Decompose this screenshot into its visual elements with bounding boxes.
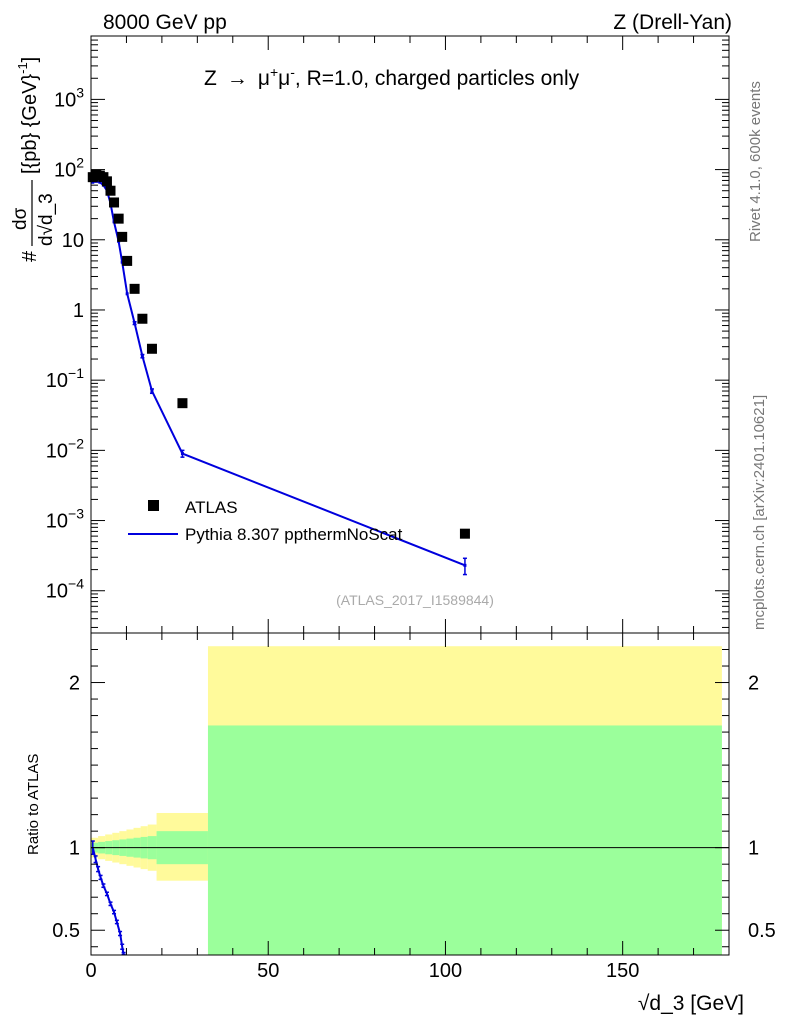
svg-text:dσ: dσ bbox=[10, 207, 31, 230]
side-info-top: Rivet 4.1.0, 600k events bbox=[747, 81, 764, 242]
stat-uncertainty-band bbox=[207, 725, 722, 955]
y-tick-label: 10−2 bbox=[46, 435, 84, 462]
svg-text:#: # bbox=[19, 250, 41, 262]
ratio-ticks bbox=[90, 633, 730, 955]
ratio-y-tick-label-left: 0.5 bbox=[52, 920, 80, 942]
x-tick-label: 0 bbox=[85, 960, 96, 982]
header-right: Z (Drell-Yan) bbox=[613, 11, 732, 34]
legend-data-marker bbox=[148, 500, 159, 511]
ratio-y-tick-label-left: 2 bbox=[69, 673, 80, 695]
y-tick-label: 103 bbox=[54, 84, 84, 111]
y-axis-label-ratio: Ratio to ATLAS bbox=[25, 754, 42, 855]
ratio-y-tick-label-right: 1 bbox=[748, 838, 759, 860]
plot-title: Z → μ+μ-, R=1.0, charged particles only bbox=[204, 64, 580, 90]
svg-text:d√d_3: d√d_3 bbox=[36, 193, 57, 246]
y-tick-label: 102 bbox=[54, 155, 84, 182]
legend-mc-label: Pythia 8.307 ppthermNoScat bbox=[185, 525, 403, 544]
ratio-y-tick-label-right: 2 bbox=[748, 673, 759, 695]
legend-data-label: ATLAS bbox=[185, 498, 238, 517]
x-tick-label: 100 bbox=[429, 960, 462, 982]
data-point bbox=[109, 197, 120, 208]
main-ticks bbox=[90, 35, 730, 633]
y-tick-label: 10−1 bbox=[46, 365, 84, 392]
mc-curve bbox=[91, 179, 467, 576]
ratio-y-tick-labels: 0.5 0.5 1 1 2 2 bbox=[52, 673, 776, 943]
ratio-y-tick-label-right: 0.5 bbox=[748, 920, 776, 942]
y-tick-label: 10−4 bbox=[46, 576, 84, 603]
data-point bbox=[129, 283, 140, 294]
ratio-y-tick-label-left: 1 bbox=[69, 838, 80, 860]
data-point bbox=[137, 313, 148, 324]
data-point bbox=[459, 528, 470, 539]
data-point bbox=[117, 231, 128, 242]
y-tick-label: 10 bbox=[62, 230, 84, 252]
ratio-panel: 0.5 0.5 1 1 2 2 0 50 100 150 bbox=[52, 632, 776, 982]
data-point bbox=[105, 185, 116, 196]
data-point bbox=[113, 213, 124, 224]
data-markers bbox=[87, 169, 470, 539]
main-y-tick-labels: 10−4 10−3 10−2 10−1 1 10 102 103 bbox=[46, 84, 84, 602]
svg-text:[{pb} {GeV}-1]: [{pb} {GeV}-1] bbox=[15, 57, 41, 174]
y-axis-label-main: # dσ d√d_3 [{pb} {GeV}-1] bbox=[10, 57, 57, 262]
data-point bbox=[101, 176, 112, 187]
ratio-mc-curve bbox=[90, 840, 126, 956]
x-tick-label: 50 bbox=[257, 960, 279, 982]
mc-point bbox=[180, 452, 184, 456]
mc-point bbox=[150, 389, 154, 393]
header-left: 8000 GeV pp bbox=[103, 11, 227, 34]
ratio-uncertainty-bands bbox=[91, 646, 722, 955]
x-tick-labels: 0 50 100 150 bbox=[85, 960, 639, 982]
mc-point bbox=[91, 180, 95, 184]
analysis-tag: (ATLAS_2017_I1589844) bbox=[336, 592, 494, 608]
x-tick-label: 150 bbox=[606, 960, 639, 982]
mc-point bbox=[98, 180, 102, 184]
mc-point bbox=[140, 354, 144, 358]
data-point bbox=[177, 398, 188, 409]
data-point bbox=[122, 255, 133, 266]
y-tick-label: 1 bbox=[73, 300, 84, 322]
main-panel: 10−4 10−3 10−2 10−1 1 10 102 103 Z → μ+μ-, R=1.0,… bbox=[46, 35, 730, 634]
mc-point bbox=[125, 292, 129, 296]
mc-point bbox=[463, 563, 467, 567]
x-axis-label: √d_3 [GeV] bbox=[638, 992, 744, 1015]
data-point bbox=[146, 343, 157, 354]
mc-point bbox=[133, 321, 137, 325]
y-tick-label: 10−3 bbox=[46, 506, 84, 533]
side-info-bottom: mcplots.cern.ch [arXiv:2401.10621] bbox=[751, 395, 768, 630]
